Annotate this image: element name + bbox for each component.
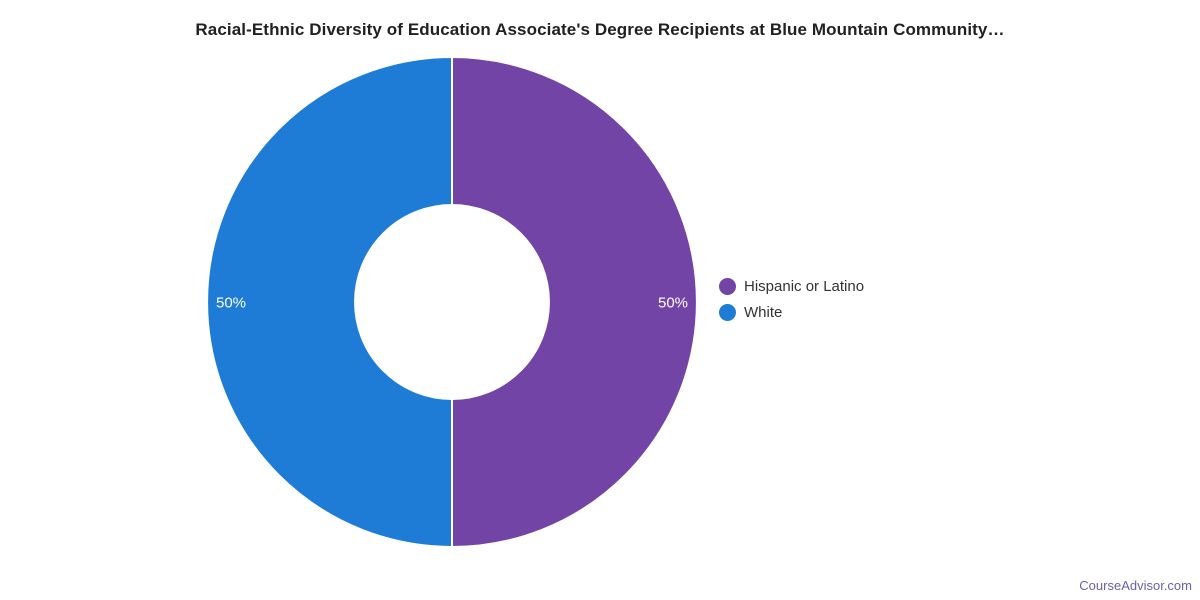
- slice-percentage-label: 50%: [216, 294, 246, 311]
- legend-dot-icon: [719, 278, 736, 295]
- legend-dot-icon: [719, 304, 736, 321]
- pie-slice-hispanic-or-latino[interactable]: [451, 56, 698, 548]
- pie-slice-white[interactable]: [206, 56, 453, 548]
- legend: Hispanic or Latino White: [719, 278, 864, 321]
- legend-item-label: Hispanic or Latino: [744, 278, 865, 295]
- courseadvisor-watermark-link[interactable]: CourseAdvisor.com: [1079, 578, 1192, 593]
- legend-item-white[interactable]: White: [719, 304, 864, 321]
- slice-percentage-label: 50%: [658, 294, 688, 311]
- legend-item-hispanic-or-latino[interactable]: Hispanic or Latino: [719, 278, 864, 295]
- donut-chart: 50% 50%: [206, 56, 698, 548]
- chart-title: Racial-Ethnic Diversity of Education Ass…: [195, 20, 1005, 39]
- legend-item-label: White: [744, 304, 783, 321]
